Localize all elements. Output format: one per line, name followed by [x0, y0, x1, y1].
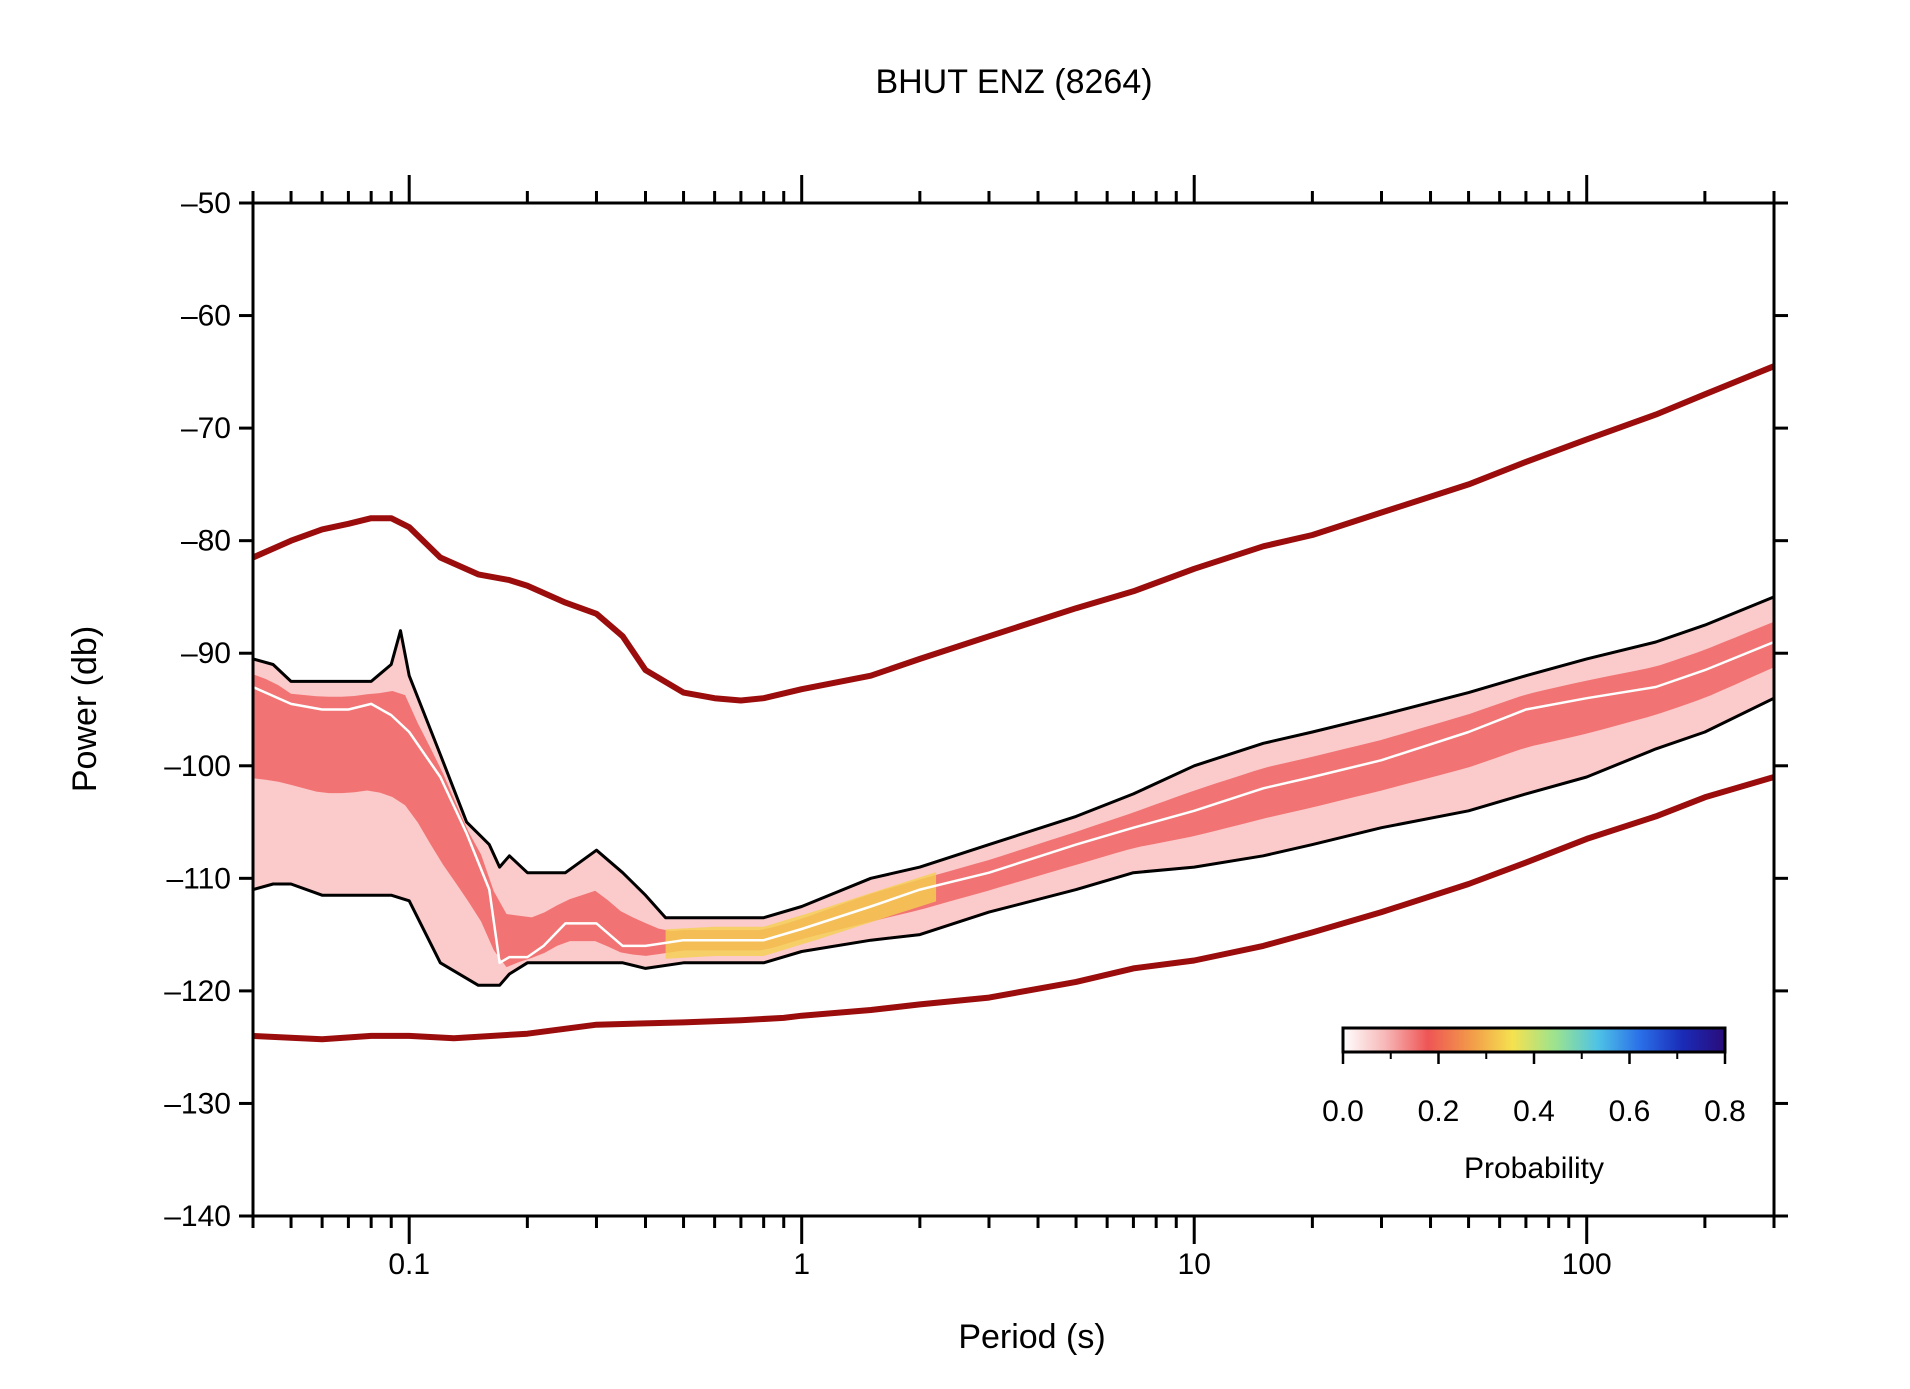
plot-frame — [251, 201, 1776, 1218]
y-tick-label: –110 — [166, 862, 231, 895]
chart-title: BHUT ENZ (8264) — [875, 63, 1152, 101]
colorbar-tick-label: 0.2 — [1418, 1095, 1460, 1128]
colorbar-tick-label: 0.0 — [1322, 1095, 1364, 1128]
axis-ticks: –50 –60 –70 –80 –90 –100 –110 –120 –130 –140 0.1 1 1… — [164, 175, 1788, 1281]
colorbar-ramp — [1341, 1026, 1727, 1054]
y-tick-label: –90 — [181, 637, 231, 670]
y-tick-label: –120 — [164, 975, 231, 1008]
colorbar-label: Probability — [1464, 1152, 1604, 1185]
mode-line — [253, 640, 1774, 965]
colorbar: Probability 0.0 0.2 0.4 0.6 0.8 — [1322, 1026, 1746, 1185]
y-axis-title: Power (db) — [66, 626, 104, 792]
y-tick-label: –60 — [181, 300, 231, 333]
lower-percentile-line — [253, 696, 1774, 987]
y-tick-label: –100 — [164, 750, 231, 783]
density-outer — [253, 596, 1774, 986]
x-tick-label: 0.1 — [388, 1248, 430, 1281]
y-tick-label: –140 — [164, 1200, 231, 1233]
y-tick-label: –80 — [181, 525, 231, 558]
new-low-noise-model-line — [253, 774, 1774, 1043]
y-tick-label: –130 — [164, 1087, 231, 1120]
series-layer — [253, 363, 1774, 1043]
y-tick-label: –50 — [181, 187, 231, 220]
probability-density-band — [253, 596, 1774, 986]
colorbar-tick-label: 0.8 — [1704, 1095, 1746, 1128]
y-tick-label: –70 — [181, 412, 231, 445]
density-peak — [665, 872, 937, 959]
x-tick-label: 10 — [1178, 1248, 1211, 1281]
upper-percentile-line — [253, 595, 1774, 920]
x-tick-label: 1 — [793, 1248, 810, 1281]
new-high-noise-model-line — [253, 363, 1774, 704]
x-tick-label: 100 — [1562, 1248, 1612, 1281]
x-axis-title: Period (s) — [958, 1318, 1105, 1356]
colorbar-tick-label: 0.6 — [1609, 1095, 1651, 1128]
colorbar-tick-label: 0.4 — [1513, 1095, 1555, 1128]
